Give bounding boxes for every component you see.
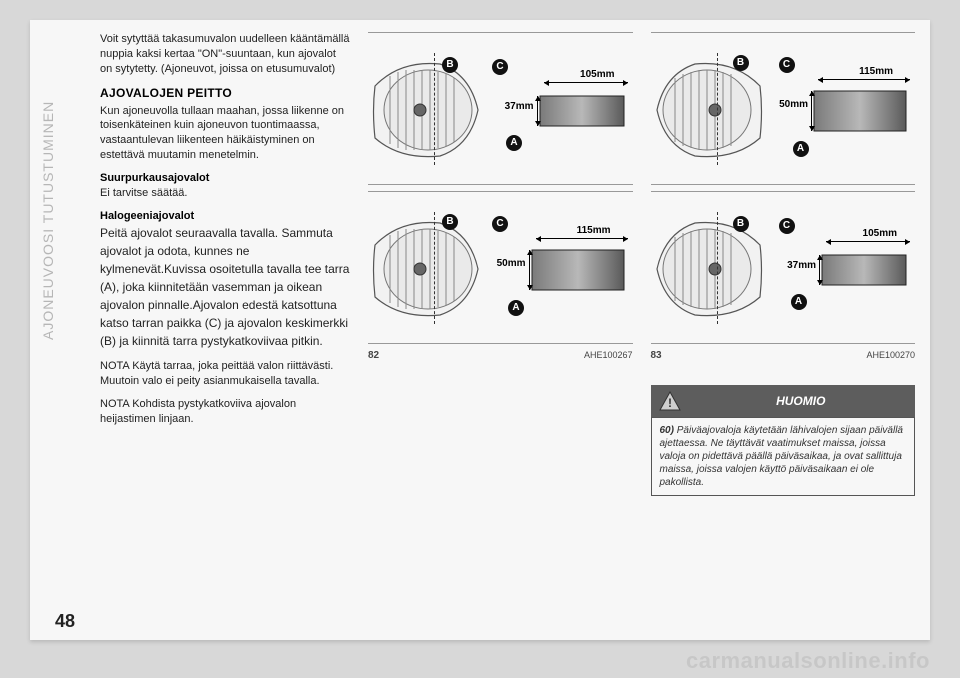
figure-code: AHE100270 (866, 350, 915, 361)
figure-83-bottom: 105mm 37mm B C A (651, 191, 916, 344)
figure-82-top: 105mm 37mm B C A (368, 32, 633, 185)
warning-header: ! HUOMIO (651, 385, 916, 417)
warning-title: HUOMIO (695, 394, 908, 408)
dash-line (434, 212, 435, 324)
paragraph: Ei tarvitse säätää. (100, 186, 350, 201)
callout-b: B (733, 216, 749, 232)
dim-arrow (537, 96, 538, 126)
dim-arrow (826, 241, 910, 242)
warning-body: 60) Päiväajovaloja käytetään lähivalojen… (651, 417, 916, 496)
figure-number: 83 (651, 350, 662, 361)
callout-c: C (779, 57, 795, 73)
figure-code: AHE100267 (584, 350, 633, 361)
warning-text: Päiväajovaloja käytetään lähivalojen sij… (660, 425, 904, 488)
watermark: carmanualsonline.info (686, 648, 930, 674)
dim-width: 115mm (859, 66, 893, 77)
paragraph: Kun ajoneuvolla tullaan maahan, jossa li… (100, 104, 350, 163)
dim-width: 105mm (863, 228, 897, 239)
dim-arrow (536, 238, 628, 239)
figure-caption: 82 AHE100267 (368, 350, 633, 361)
warning-box: ! HUOMIO 60) Päiväajovaloja käytetään lä… (651, 385, 916, 496)
headlamp-icon (653, 215, 765, 323)
tape-shape (790, 86, 910, 136)
note: NOTA Kohdista pystykatkoviiva ajovalon h… (100, 397, 350, 427)
dim-arrow (544, 82, 628, 83)
dash-line (717, 212, 718, 324)
figure-82-bottom: 115mm 50mm B C A (368, 191, 633, 344)
dim-arrow (811, 91, 812, 131)
dash-line (717, 53, 718, 165)
figure-column-82: 105mm 37mm B C A (368, 32, 633, 600)
content-columns: Voit sytyttää takasumuvalon uudelleen kä… (100, 32, 915, 600)
dim-width: 105mm (580, 69, 614, 80)
figure-number: 82 (368, 350, 379, 361)
callout-a: A (508, 300, 524, 316)
callout-c: C (779, 218, 795, 234)
paragraph: Peitä ajovalot seuraavalla tavalla. Samm… (100, 224, 350, 350)
callout-b: B (442, 57, 458, 73)
subheading-halogen: Halogeeniajovalot (100, 210, 350, 222)
figure-83-top: 115mm 50mm B C A (651, 32, 916, 185)
subheading-hid: Suurpurkausajovalot (100, 172, 350, 184)
dim-height: 50mm (779, 99, 808, 110)
headlamp-icon (370, 56, 482, 164)
dim-height: 37mm (787, 260, 816, 271)
dim-height: 50mm (497, 258, 526, 269)
callout-a: A (793, 141, 809, 157)
dim-arrow (529, 250, 530, 290)
callout-b: B (733, 55, 749, 71)
callout-b: B (442, 214, 458, 230)
dash-line (434, 53, 435, 165)
headlamp-icon (370, 215, 482, 323)
headlamp-icon (653, 56, 765, 164)
warning-number: 60) (660, 425, 674, 436)
note: NOTA Käytä tarraa, joka peittää valon ri… (100, 359, 350, 389)
svg-text:!: ! (668, 396, 672, 410)
figure-column-83: 115mm 50mm B C A (651, 32, 916, 600)
heading-headlamp-masking: AJOVALOJEN PEITTO (100, 86, 350, 100)
dim-arrow (819, 255, 820, 285)
section-title-vertical: AJONEUVOOSI TUTUSTUMINEN (40, 101, 56, 340)
warning-triangle-icon: ! (659, 391, 681, 411)
dim-width: 115mm (577, 225, 611, 236)
manual-page: AJONEUVOOSI TUTUSTUMINEN Voit sytyttää t… (30, 20, 930, 640)
callout-c: C (492, 216, 508, 232)
figure-caption: 83 AHE100270 (651, 350, 916, 361)
text-column: Voit sytyttää takasumuvalon uudelleen kä… (100, 32, 350, 600)
callout-a: A (506, 135, 522, 151)
dim-arrow (818, 79, 910, 80)
tape-shape (508, 245, 628, 295)
callout-c: C (492, 59, 508, 75)
paragraph: Voit sytyttää takasumuvalon uudelleen kä… (100, 32, 350, 77)
page-number: 48 (55, 611, 75, 632)
dim-height: 37mm (505, 101, 534, 112)
callout-a: A (791, 294, 807, 310)
